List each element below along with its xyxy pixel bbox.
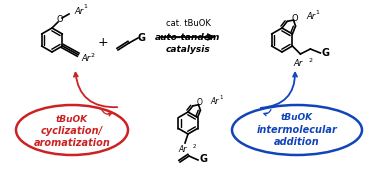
- Text: O: O: [57, 16, 63, 25]
- Text: G: G: [138, 33, 146, 43]
- FancyArrowPatch shape: [261, 73, 297, 108]
- Text: 2: 2: [308, 57, 312, 62]
- FancyArrowPatch shape: [74, 73, 117, 107]
- Text: auto-tandem: auto-tandem: [155, 33, 221, 42]
- Text: tBuOK: tBuOK: [56, 115, 88, 124]
- Text: 1: 1: [316, 10, 319, 15]
- Text: tBuOK: tBuOK: [281, 113, 313, 122]
- Text: cyclization/: cyclization/: [41, 126, 103, 136]
- Text: O: O: [291, 14, 298, 23]
- Text: Ar: Ar: [81, 54, 90, 63]
- Text: Ar: Ar: [294, 58, 303, 67]
- Text: Ar: Ar: [211, 97, 219, 106]
- Text: addition: addition: [274, 137, 320, 147]
- FancyArrowPatch shape: [264, 110, 271, 116]
- Text: aromatization: aromatization: [34, 138, 110, 148]
- Text: Ar: Ar: [307, 12, 316, 21]
- Text: G: G: [321, 48, 329, 58]
- Text: Ar: Ar: [74, 7, 83, 16]
- Text: 2: 2: [90, 53, 94, 58]
- Text: intermolecular: intermolecular: [257, 125, 338, 135]
- FancyArrowPatch shape: [101, 109, 111, 116]
- Text: cat. tBuOK: cat. tBuOK: [166, 20, 211, 29]
- Text: 1: 1: [220, 95, 223, 100]
- Text: G: G: [199, 154, 207, 164]
- Text: +: +: [98, 37, 108, 49]
- Text: 2: 2: [193, 144, 197, 149]
- Text: Ar: Ar: [179, 145, 187, 154]
- Text: O: O: [197, 98, 203, 107]
- Text: 1: 1: [83, 4, 87, 10]
- Text: catalysis: catalysis: [166, 44, 211, 53]
